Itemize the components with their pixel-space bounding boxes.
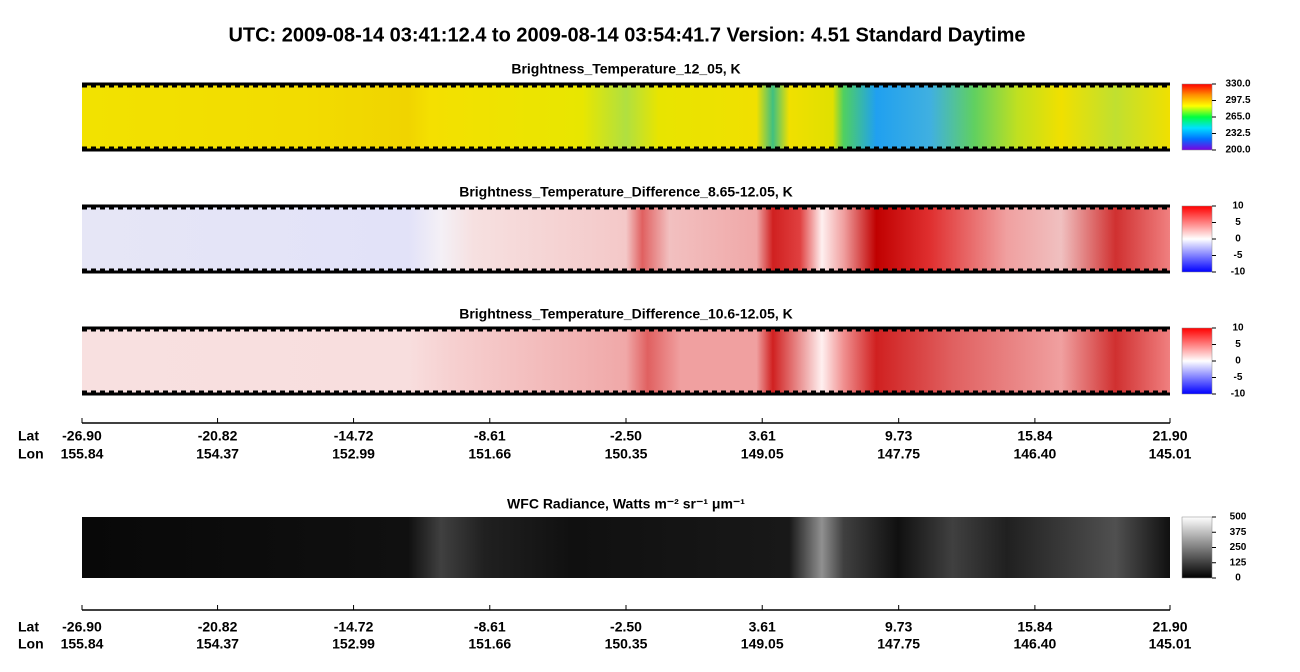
colorbar xyxy=(1181,83,1213,151)
lat-tick-label: -26.90 xyxy=(62,619,102,635)
colorbar-tick-label: -5 xyxy=(1234,372,1243,383)
lat-tick-label: -20.82 xyxy=(198,428,238,444)
lat-tick-label: 9.73 xyxy=(885,619,912,635)
lat-tick-label: 15.84 xyxy=(1017,428,1052,444)
colorbar-tick-label: 250 xyxy=(1230,542,1247,553)
lon-tick-label: 152.99 xyxy=(332,446,375,462)
colorbar-tick-label: 232.5 xyxy=(1225,128,1250,139)
lon-tick-label: 145.01 xyxy=(1149,446,1192,462)
lat-tick-label: 3.61 xyxy=(749,619,776,635)
lat-tick-label: 9.73 xyxy=(885,428,912,444)
lat-tick-label: -2.50 xyxy=(610,428,642,444)
colorbar-tick-label: 10 xyxy=(1232,323,1244,334)
lon-tick-label: 149.05 xyxy=(741,636,784,652)
lat-tick-label: -8.61 xyxy=(474,619,506,635)
lon-tick-label: 149.05 xyxy=(741,446,784,462)
colorbar xyxy=(1181,205,1213,273)
lon-tick-label: 146.40 xyxy=(1013,636,1056,652)
lat-tick-label: 3.61 xyxy=(749,428,776,444)
lon-tick-label: 145.01 xyxy=(1149,636,1192,652)
lat-tick-label: 21.90 xyxy=(1152,619,1187,635)
panel-title: Brightness_Temperature_Difference_10.6-1… xyxy=(459,306,793,322)
colorbar-tick-label: 10 xyxy=(1232,201,1244,212)
image xyxy=(82,84,1170,150)
lon-tick-label: 146.40 xyxy=(1013,446,1056,462)
colorbar-tick-label: 375 xyxy=(1230,527,1247,538)
page-title: UTC: 2009-08-14 03:41:12.4 to 2009-08-14… xyxy=(228,24,1025,46)
lon-label: Lon xyxy=(18,446,44,462)
lon-tick-label: 155.84 xyxy=(61,636,104,652)
panel-title: Brightness_Temperature_12_05, K xyxy=(511,61,740,77)
lon-tick-label: 147.75 xyxy=(877,446,920,462)
colorbar xyxy=(1181,516,1213,579)
lat-tick-label: -20.82 xyxy=(198,619,238,635)
lon-tick-label: 155.84 xyxy=(61,446,104,462)
colorbar-tick-label: 297.5 xyxy=(1225,95,1250,106)
colorbar-tick-label: 0 xyxy=(1235,573,1241,584)
lat-tick-label: -14.72 xyxy=(334,428,374,444)
colorbar-tick-label: 125 xyxy=(1230,557,1247,568)
colorbar-tick-label: 5 xyxy=(1235,339,1241,350)
colorbar-tick-label: 200.0 xyxy=(1225,145,1250,156)
image xyxy=(82,328,1170,394)
panel-title: WFC Radiance, Watts m⁻² sr⁻¹ μm⁻¹ xyxy=(507,496,745,512)
lon-tick-label: 151.66 xyxy=(468,446,511,462)
colorbar xyxy=(1181,327,1213,395)
lat-label: Lat xyxy=(18,428,39,444)
lon-tick-label: 154.37 xyxy=(196,636,239,652)
lat-tick-label: 15.84 xyxy=(1017,619,1052,635)
lat-tick-label: -26.90 xyxy=(62,428,102,444)
image xyxy=(82,206,1170,272)
lat-tick-label: -14.72 xyxy=(334,619,374,635)
lon-tick-label: 154.37 xyxy=(196,446,239,462)
colorbar-tick-label: 265.0 xyxy=(1225,112,1250,123)
colorbar-tick-label: 0 xyxy=(1235,234,1241,245)
colorbar-tick-label: 500 xyxy=(1230,512,1247,523)
image xyxy=(82,517,1170,578)
lat-tick-label: -8.61 xyxy=(474,428,506,444)
colorbar-tick-label: -10 xyxy=(1231,267,1246,278)
colorbar-tick-label: 5 xyxy=(1235,217,1241,228)
colorbar-tick-label: -5 xyxy=(1234,250,1243,261)
lon-tick-label: 150.35 xyxy=(605,446,648,462)
colorbar-tick-label: 330.0 xyxy=(1225,79,1250,90)
lon-tick-label: 152.99 xyxy=(332,636,375,652)
lat-tick-label: -2.50 xyxy=(610,619,642,635)
colorbar-tick-label: -10 xyxy=(1231,389,1246,400)
lon-tick-label: 150.35 xyxy=(605,636,648,652)
lon-label: Lon xyxy=(18,636,44,652)
colorbar-tick-label: 0 xyxy=(1235,356,1241,367)
lon-tick-label: 147.75 xyxy=(877,636,920,652)
panel-title: Brightness_Temperature_Difference_8.65-1… xyxy=(459,184,793,200)
lon-tick-label: 151.66 xyxy=(468,636,511,652)
lat-tick-label: 21.90 xyxy=(1152,428,1187,444)
lat-label: Lat xyxy=(18,619,39,635)
